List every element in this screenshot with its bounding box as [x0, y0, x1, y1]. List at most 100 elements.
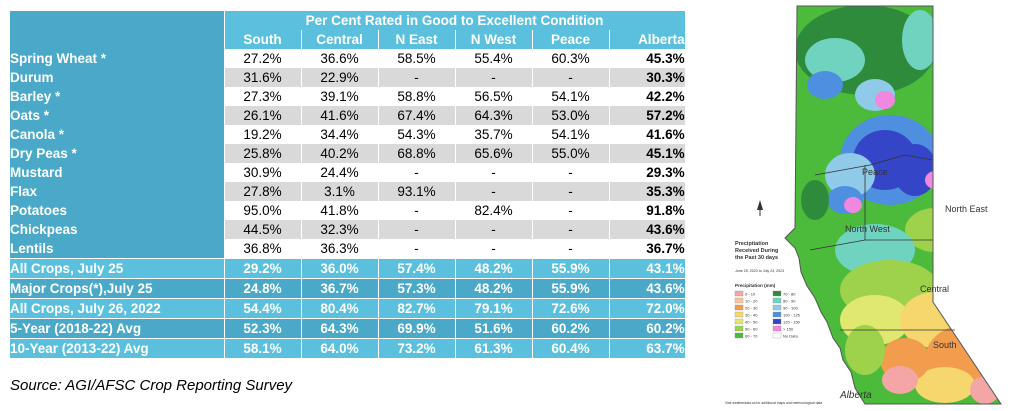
legend-swatch — [772, 297, 782, 304]
cell-peace: 54.1% — [532, 125, 610, 144]
cell-alberta: 57.2% — [609, 106, 686, 125]
legend-label: 125 - 150 — [783, 320, 801, 325]
column-header-south: South — [224, 30, 302, 49]
cell-n-east: 54.3% — [378, 125, 456, 144]
region-label-central: Central — [920, 284, 949, 294]
cell-alberta: 45.1% — [609, 144, 686, 163]
legend-label: 20 - 30 — [745, 306, 758, 311]
summary-cell-south: 54.4% — [224, 298, 302, 319]
summary-cell-south: 24.8% — [224, 278, 302, 299]
cell-peace: 60.3% — [532, 49, 610, 68]
summary-cell-alberta: 60.2% — [609, 318, 686, 339]
cell-n-west: 65.6% — [455, 144, 533, 163]
summary-cell-peace: 55.9% — [532, 278, 610, 299]
summary-cell-south: 52.3% — [224, 318, 302, 339]
table-row: Potatoes 95.0% 41.8% -82.4% -91.8% — [10, 201, 686, 220]
legend-label: 80 - 90 — [783, 299, 796, 304]
cell-peace: 55.0% — [532, 144, 610, 163]
summary-cell-peace: 55.9% — [532, 258, 610, 279]
summary-cell-n-east: 82.7% — [378, 298, 456, 319]
legend-label: 40 - 50 — [745, 320, 758, 325]
cell-n-west: 82.4% — [455, 201, 533, 220]
summary-cell-central: 80.4% — [301, 298, 379, 319]
cell-peace: - — [532, 68, 610, 87]
cell-peace: - — [532, 220, 610, 239]
cell-central: 41.8% — [301, 201, 379, 220]
summary-cell-central: 64.3% — [301, 318, 379, 339]
row-label: Dry Peas * — [10, 144, 225, 163]
legend-label: 100 - 125 — [783, 313, 801, 318]
cell-central: 39.1% — [301, 87, 379, 106]
cell-central: 36.3% — [301, 239, 379, 259]
legend-swatch — [772, 318, 782, 325]
cell-central: 24.4% — [301, 163, 379, 182]
cell-central: 3.1% — [301, 182, 379, 201]
cell-n-east: 58.5% — [378, 49, 456, 68]
cell-central: 34.4% — [301, 125, 379, 144]
cell-n-east: - — [378, 220, 456, 239]
summary-label: All Crops, July 26, 2022 — [10, 298, 225, 319]
cell-n-west: - — [455, 239, 533, 259]
summary-cell-central: 64.0% — [301, 338, 379, 358]
cell-alberta: 36.7% — [609, 239, 686, 259]
summary-cell-peace: 72.6% — [532, 298, 610, 319]
table-row: Spring Wheat * 27.2% 36.6% 58.5% 55.4% 60.3% 4… — [10, 49, 686, 68]
legend-swatch — [734, 332, 744, 339]
cell-n-east: 68.8% — [378, 144, 456, 163]
legend-label: 50 - 60 — [745, 327, 758, 332]
cell-alberta: 91.8% — [609, 201, 686, 220]
summary-cell-peace: 60.4% — [532, 338, 610, 358]
map-legend-title: Precipitation (mm) — [735, 283, 776, 288]
cell-n-west: - — [455, 182, 533, 201]
cell-peace: - — [532, 239, 610, 259]
summary-cell-south: 29.2% — [224, 258, 302, 279]
legend-label: 0 - 10 — [745, 292, 756, 297]
table-row: Oats * 26.1% 41.6% 67.4% 64.3% 53.0% 57.2% — [10, 106, 686, 125]
legend-swatch — [772, 290, 782, 297]
crop-condition-table: Per Cent Rated in Good to Excellent Cond… — [10, 11, 686, 358]
legend-swatch — [734, 290, 744, 297]
legend-swatch — [734, 318, 744, 325]
legend-label: 30 - 40 — [745, 313, 758, 318]
column-header-alberta: Alberta — [609, 30, 686, 49]
cell-n-west: - — [455, 163, 533, 182]
summary-cell-alberta: 43.6% — [609, 278, 686, 299]
map-legend: 0 - 10 10 - 20 20 - 30 30 - 40 40 - 50 50 - 6… — [734, 290, 801, 339]
row-label: Oats * — [10, 106, 225, 125]
table-corner-lower — [10, 30, 225, 49]
table-row: Lentils 36.8% 36.3% - - -36.7% — [10, 239, 686, 259]
column-header-n-west: N West — [455, 30, 533, 49]
cell-n-west: - — [455, 68, 533, 87]
region-label-north-west: North West — [845, 224, 890, 234]
row-label: Flax — [10, 182, 225, 201]
cell-central: 40.2% — [301, 144, 379, 163]
legend-swatch — [772, 325, 782, 332]
row-label: Potatoes — [10, 201, 225, 220]
legend-label: No Data — [783, 334, 798, 339]
map-date-range: June 25, 2023 to July 24, 2023 — [735, 269, 784, 273]
legend-label: 60 - 70 — [745, 334, 758, 339]
cell-n-east: 93.1% — [378, 182, 456, 201]
summary-label: 10-Year (2013-22) Avg — [10, 338, 225, 358]
cell-alberta: 30.3% — [609, 68, 686, 87]
summary-row: 5-Year (2018-22) Avg 52.3% 64.3% 69.9% 51.6%… — [10, 318, 686, 339]
cell-n-west: 55.4% — [455, 49, 533, 68]
row-label: Lentils — [10, 239, 225, 259]
cell-alberta: 42.2% — [609, 87, 686, 106]
summary-row: All Crops, July 26, 2022 54.4% 80.4% 82.7% 7… — [10, 298, 686, 319]
row-label: Spring Wheat * — [10, 49, 225, 68]
cell-south: 27.2% — [224, 49, 302, 68]
cell-n-east: - — [378, 163, 456, 182]
summary-label: 5-Year (2018-22) Avg — [10, 318, 225, 339]
cell-alberta: 35.3% — [609, 182, 686, 201]
cell-n-west: - — [455, 220, 533, 239]
map-title-line-1: Precipitation — [735, 241, 769, 247]
region-label-peace: Peace — [862, 167, 888, 177]
summary-cell-n-west: 51.6% — [455, 318, 533, 339]
table-corner — [10, 11, 225, 30]
legend-label: 10 - 20 — [745, 299, 758, 304]
cell-peace: - — [532, 182, 610, 201]
row-label: Canola * — [10, 125, 225, 144]
column-header-peace: Peace — [532, 30, 610, 49]
row-label: Chickpeas — [10, 220, 225, 239]
